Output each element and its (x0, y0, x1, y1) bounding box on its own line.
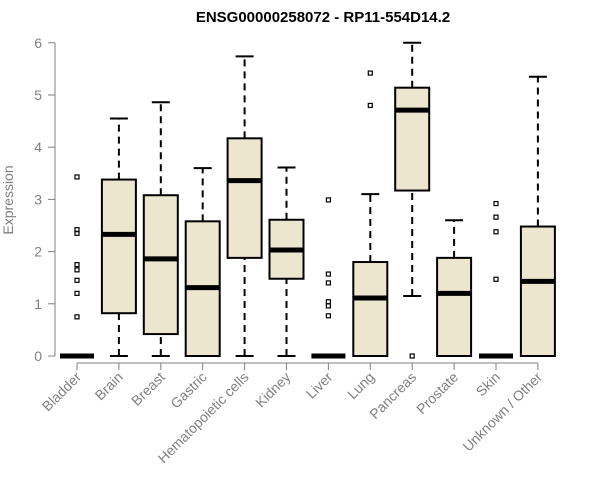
outlier-point (74, 314, 80, 320)
outlier-point (409, 353, 415, 359)
y-tick-label: 3 (34, 191, 42, 207)
outlier-point (74, 277, 80, 283)
y-tick-label: 2 (34, 244, 42, 260)
box (352, 261, 389, 358)
x-tick-label: Breast (128, 369, 168, 409)
outlier-point (367, 70, 373, 76)
y-tick-label: 1 (34, 296, 42, 312)
outlier-point (74, 267, 80, 273)
outlier-point (493, 214, 499, 220)
x-tick-label: Kidney (252, 369, 294, 411)
y-axis-label: Expression (0, 165, 16, 234)
box (436, 256, 473, 358)
y-tick-label: 4 (34, 139, 42, 155)
outlier-point (74, 262, 80, 268)
outlier-point (325, 280, 331, 286)
outlier-point (74, 174, 80, 180)
outlier-point (493, 276, 499, 282)
outlier-point (325, 303, 331, 309)
outlier-point (325, 299, 331, 305)
box (394, 86, 431, 192)
outlier-point (493, 229, 499, 235)
box (226, 137, 263, 259)
x-tick-label: Brain (92, 369, 126, 403)
x-tick-label: Liver (303, 369, 336, 402)
x-tick-label: Lung (344, 369, 377, 402)
x-tick-label: Bladder (39, 369, 85, 415)
x-tick-label: Prostate (413, 369, 461, 417)
outlier-point (367, 102, 373, 109)
outlier-point (74, 290, 80, 296)
y-tick-label: 6 (34, 35, 42, 51)
outlier-point (325, 313, 331, 319)
box (100, 178, 137, 315)
outlier-point (325, 271, 331, 277)
y-tick-label: 5 (34, 87, 42, 103)
outlier-point (493, 200, 499, 207)
box (142, 194, 179, 336)
x-tick-label: Skin (473, 369, 504, 400)
chart-title: ENSG00000258072 - RP11-554D14.2 (196, 9, 450, 26)
y-tick-label: 0 (34, 348, 42, 364)
outlier-point (325, 197, 331, 203)
x-tick-label: Unknown / Other (459, 369, 545, 455)
box (519, 225, 556, 357)
outlier-point (74, 227, 80, 233)
x-tick-label: Pancreas (366, 369, 419, 422)
